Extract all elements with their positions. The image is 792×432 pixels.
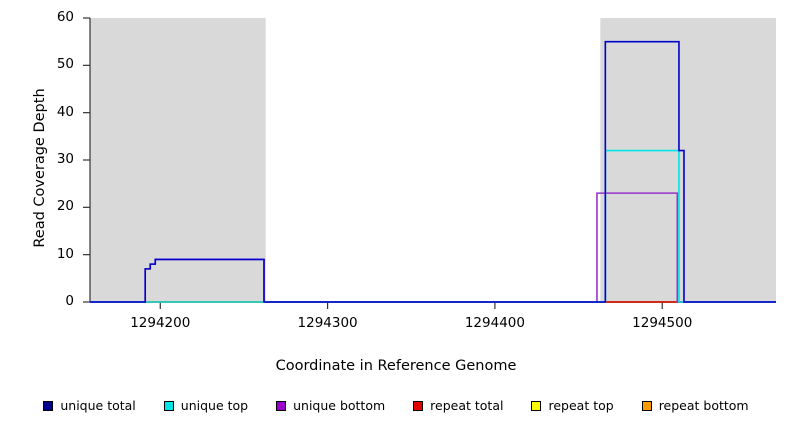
legend-swatch-icon <box>276 400 287 411</box>
x-tick-label: 1294400 <box>464 315 525 331</box>
y-tick-label: 30 <box>56 151 74 167</box>
y-tick-label: 50 <box>56 56 74 73</box>
x-tick-label: 1294300 <box>297 315 358 331</box>
y-tick-label: 10 <box>56 245 74 262</box>
legend-label: repeat total <box>430 398 504 413</box>
legend-swatch-icon <box>43 400 54 411</box>
legend-swatch-icon <box>531 400 542 411</box>
legend-label: repeat bottom <box>658 398 749 413</box>
legend-swatch-icon <box>163 400 174 411</box>
legend-item[interactable]: repeat total <box>413 398 503 413</box>
legend-item[interactable]: unique top <box>163 398 249 413</box>
shaded-region <box>90 18 266 302</box>
x-tick-label: 1294500 <box>632 315 693 331</box>
legend-label: repeat top <box>548 398 614 413</box>
y-tick-label: 0 <box>65 293 74 309</box>
legend-swatch-icon <box>641 400 652 411</box>
x-axis-title: Coordinate in Reference Genome <box>275 358 517 374</box>
y-tick-label: 20 <box>56 198 74 215</box>
legend-swatch-icon <box>413 400 424 411</box>
legend-item[interactable]: repeat bottom <box>641 398 749 413</box>
x-tick-label: 1294200 <box>130 315 191 331</box>
legend-label: unique bottom <box>293 398 386 413</box>
legend-label: unique total <box>60 398 136 413</box>
legend-item[interactable]: repeat top <box>531 398 614 413</box>
legend-label: unique top <box>180 398 249 413</box>
y-tick-label: 40 <box>56 103 74 120</box>
legend-item[interactable]: unique total <box>43 398 136 413</box>
series-line-unique-total <box>90 40 776 303</box>
legend-item[interactable]: unique bottom <box>276 398 385 413</box>
y-tick-label: 60 <box>56 9 74 25</box>
chart-legend: unique total unique top unique bottom repea… <box>0 398 792 413</box>
shaded-region <box>600 18 776 302</box>
